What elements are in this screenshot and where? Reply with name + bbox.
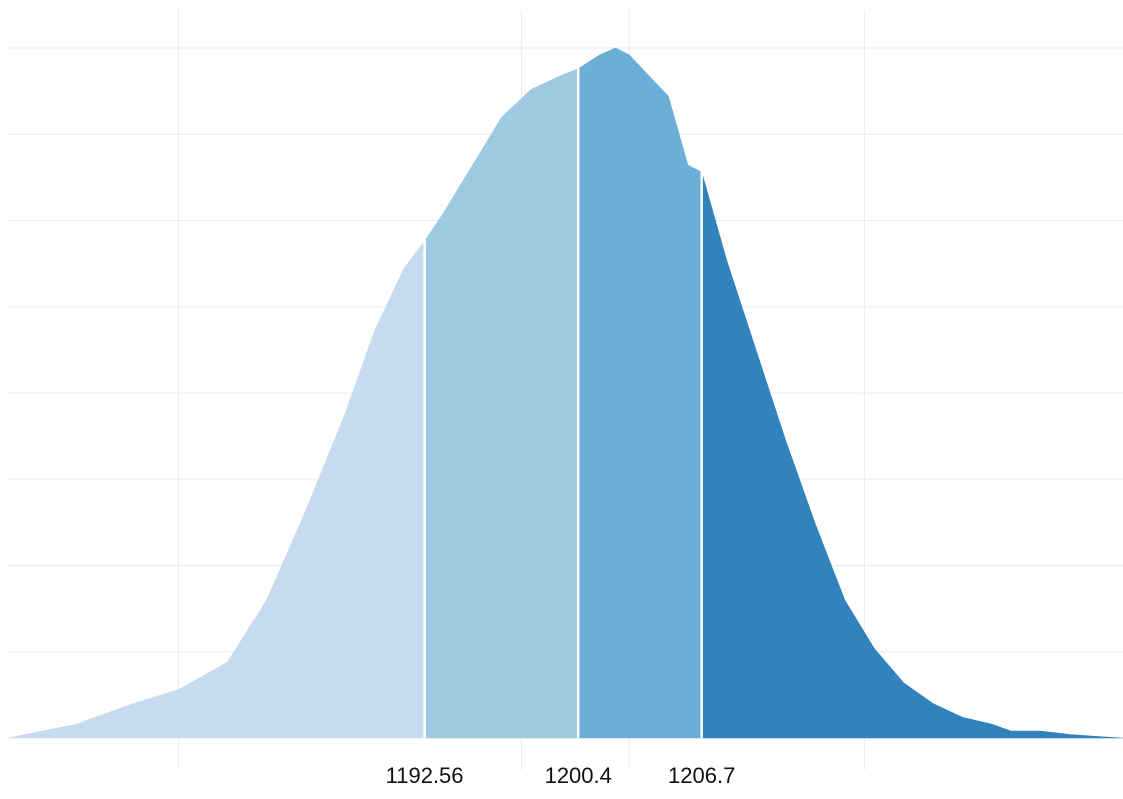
density-segment-3 — [577, 47, 702, 739]
breakpoint-dividers — [423, 67, 703, 738]
density-segment-1 — [7, 240, 425, 739]
breakpoint-labels: 1192.56 1200.4 1206.7 — [386, 763, 736, 788]
tick-label-1206-7: 1206.7 — [668, 763, 735, 788]
tick-label-1192-56: 1192.56 — [386, 763, 464, 788]
density-areas — [7, 47, 1123, 739]
tick-label-1200-4: 1200.4 — [545, 763, 612, 788]
density-segment-2 — [424, 68, 579, 739]
density-segment-4 — [701, 172, 1123, 739]
